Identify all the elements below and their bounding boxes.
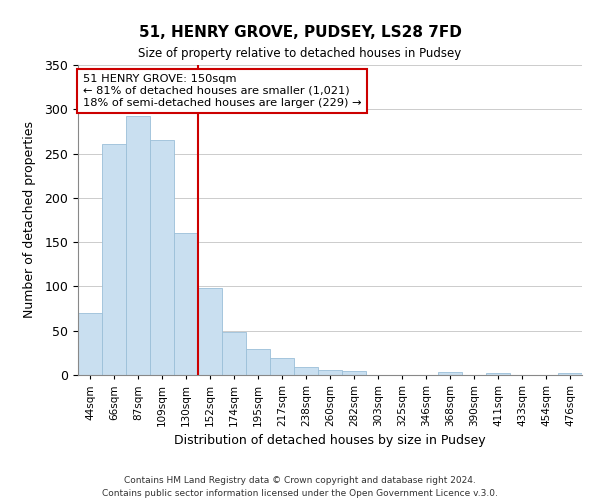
Bar (150, 140, 174, 375)
Bar (78, 313, 102, 375)
Bar (318, 370, 342, 375)
Bar (342, 370, 366, 375)
Bar (558, 373, 582, 375)
Text: Contains public sector information licensed under the Open Government Licence v.: Contains public sector information licen… (102, 488, 498, 498)
Text: Size of property relative to detached houses in Pudsey: Size of property relative to detached ho… (139, 48, 461, 60)
Text: Contains HM Land Registry data © Crown copyright and database right 2024.: Contains HM Land Registry data © Crown c… (124, 476, 476, 485)
Bar (174, 234, 198, 375)
Bar (102, 144, 126, 375)
Bar (270, 358, 294, 375)
Bar (222, 332, 246, 375)
Bar (294, 367, 318, 375)
Text: 51, HENRY GROVE, PUDSEY, LS28 7FD: 51, HENRY GROVE, PUDSEY, LS28 7FD (139, 25, 461, 40)
Bar (438, 372, 462, 375)
Bar (246, 350, 270, 375)
Bar (126, 116, 150, 375)
Bar (198, 288, 222, 375)
X-axis label: Distribution of detached houses by size in Pudsey: Distribution of detached houses by size … (174, 434, 486, 448)
Text: 51 HENRY GROVE: 150sqm
← 81% of detached houses are smaller (1,021)
18% of semi-: 51 HENRY GROVE: 150sqm ← 81% of detached… (83, 74, 362, 108)
Y-axis label: Number of detached properties: Number of detached properties (23, 122, 36, 318)
Bar (486, 373, 510, 375)
